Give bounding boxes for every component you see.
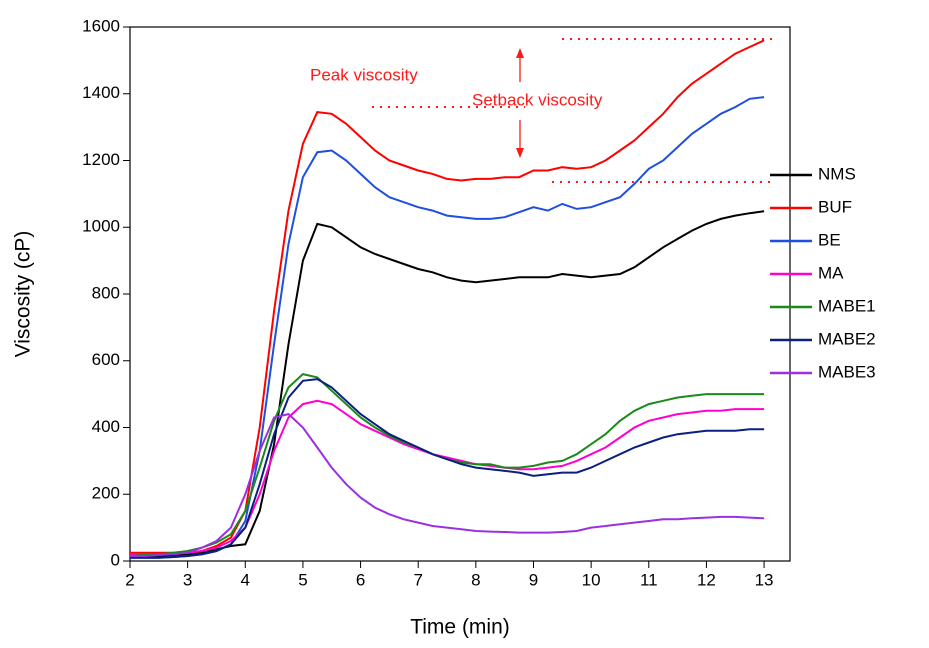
legend-label: MABE1 [818,296,876,315]
legend-label: BUF [818,197,852,216]
annotation: Peak viscosity [310,65,418,84]
series-line [129,373,765,557]
series-line [130,399,765,556]
arrow-down-head [516,148,524,158]
y-tick-label: 400 [92,417,120,436]
x-axis-label: Time (min) [410,616,510,639]
y-tick-label: 800 [92,283,120,302]
annotation: Setback viscosity [472,90,603,109]
y-tick-label: 1600 [82,16,120,35]
y-tick-label: 600 [92,350,120,369]
legend-label: MABE2 [818,329,876,348]
x-tick-label: 6 [356,570,365,589]
x-tick-label: 11 [640,570,658,589]
x-tick-label: 4 [241,570,250,589]
y-axis-label: Viscosity (cP) [12,231,35,358]
x-tick-label: 13 [755,570,774,589]
x-tick-label: 9 [529,570,538,589]
legend-label: NMS [818,164,856,183]
y-tick-label: 200 [92,484,120,503]
arrow-up-head [516,48,524,58]
setback-arrows [516,48,524,158]
y-tick-label: 1000 [82,217,120,236]
annotation-lines [372,38,772,183]
series-line [130,378,765,559]
x-tick-label: 8 [471,570,480,589]
legend-label: MABE3 [818,362,876,381]
x-tick-label: 10 [582,570,601,589]
x-tick-label: 12 [697,570,716,589]
series-line [130,210,765,557]
y-tick-label: 0 [111,550,120,569]
legend-label: BE [818,230,841,249]
y-tick-label: 1200 [82,150,120,169]
x-tick-label: 5 [298,570,307,589]
series-line [130,96,765,559]
x-tick-label: 7 [413,570,422,589]
x-tick-label: 2 [125,570,134,589]
x-tick-label: 3 [183,570,192,589]
legend-label: MA [818,263,844,282]
series-line [130,413,765,557]
series-line [130,39,765,554]
y-tick-label: 1400 [82,83,120,102]
